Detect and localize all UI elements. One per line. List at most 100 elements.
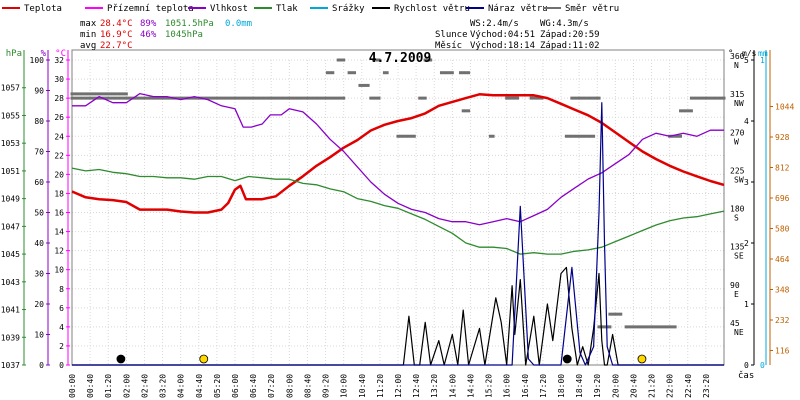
wind-direction-point <box>396 134 400 138</box>
x-tick-label: 15:20 <box>485 374 494 398</box>
wind-direction-point <box>689 96 693 100</box>
wind-direction-point <box>78 92 82 96</box>
wind-direction-point <box>589 134 593 138</box>
wind-direction-point <box>247 96 251 100</box>
x-tick-label: 18:40 <box>575 374 584 398</box>
direction-tick-dir: NE <box>734 328 744 337</box>
wind-direction-point <box>132 96 136 100</box>
wind-direction-point <box>448 71 452 75</box>
x-tick-label: 08:40 <box>303 374 312 398</box>
wind-direction-point <box>116 96 120 100</box>
wind-direction-point <box>673 325 677 329</box>
wind-direction-point <box>510 96 514 100</box>
wind-direction-point <box>429 58 433 62</box>
celsius-axis-tick-label: 12 <box>54 247 64 256</box>
wind-direction-point <box>535 96 539 100</box>
wind-axis-unit: m/s <box>742 49 757 58</box>
wind-direction-point <box>331 71 335 75</box>
direction-tick-label: 315 <box>730 90 745 99</box>
wind-direction-point <box>573 134 577 138</box>
wind-direction-point <box>423 58 427 62</box>
wind-direction-point <box>439 71 443 75</box>
percent-axis-tick-label: 90 <box>34 87 44 96</box>
wind-direction-point <box>105 92 109 96</box>
x-tick-label: 07:20 <box>267 374 276 398</box>
direction-tick-label: 180 <box>730 205 745 214</box>
wind-direction-point <box>350 71 354 75</box>
wind-direction-point <box>660 325 664 329</box>
celsius-axis-tick-label: 16 <box>54 209 64 218</box>
wind-direction-point <box>711 96 715 100</box>
wind-direction-point <box>374 96 378 100</box>
legend: Teplota Přízemní teplota Vlhkost Tlak Srážky… <box>2 4 619 14</box>
direction-tick-dir: W <box>734 137 739 146</box>
celsius-axis-tick-label: 30 <box>54 75 64 84</box>
percent-axis-tick-label: 50 <box>34 209 44 218</box>
x-tick-label: 11:20 <box>376 374 385 398</box>
wind-direction-point <box>75 92 79 96</box>
wind-direction-point <box>236 96 240 100</box>
wind-direction-point <box>464 71 468 75</box>
wind-direction-point <box>399 134 403 138</box>
wind-direction-point <box>407 134 411 138</box>
wind-direction-point <box>130 96 134 100</box>
wind-direction-point <box>385 71 389 75</box>
percent-axis-tick-label: 60 <box>34 178 44 187</box>
celsius-axis-tick-label: 10 <box>54 266 64 275</box>
wind-direction-point <box>179 96 183 100</box>
wind-direction-point <box>263 96 267 100</box>
celsius-axis-tick-label: 4 <box>59 323 64 332</box>
wind-direction-point <box>353 71 357 75</box>
rain-axis-unit: mm <box>758 49 768 58</box>
wind-direction-point <box>119 96 123 100</box>
wind-direction-point <box>602 325 606 329</box>
wind-gust-avg: WG:4.3m/s <box>540 19 589 29</box>
celsius-axis-tick-label: 20 <box>54 170 64 179</box>
wind-direction-point <box>592 96 596 100</box>
wind-direction-point <box>89 92 93 96</box>
hpa-axis-tick-label: 1049 <box>1 195 20 204</box>
chart-title: 4.7.2009 <box>369 51 432 66</box>
x-tick-label: 08:00 <box>285 374 294 398</box>
wind-direction-point <box>138 96 142 100</box>
x-tick-label: 06:00 <box>231 374 240 398</box>
stats-avg-temp: 22.7°C <box>100 41 133 51</box>
percent-axis-tick-label: 30 <box>34 270 44 279</box>
wind-direction-point <box>279 96 283 100</box>
wind-direction-point <box>103 92 107 96</box>
x-axis-label: čas <box>738 370 754 381</box>
direction-tick-label: 270 <box>730 128 745 137</box>
wind-direction-point <box>295 96 299 100</box>
sunrise-marker <box>199 354 209 364</box>
x-tick-label: 04:40 <box>195 374 204 398</box>
wind-direction-point <box>73 96 77 100</box>
wind-direction-point <box>230 96 234 100</box>
wind-direction-point <box>703 96 707 100</box>
wind-direction-point <box>282 96 286 100</box>
wind_speed-line <box>72 266 724 366</box>
humidity-line <box>72 92 724 226</box>
x-tick-label: 19:20 <box>593 374 602 398</box>
wind-direction-point <box>668 325 672 329</box>
astro-block: WS:2.4m/s WG:4.3m/s Slunce Východ:04:51 … <box>435 19 600 51</box>
legend-label-wind_direction: Směr větru <box>565 4 619 14</box>
wind-direction-point <box>513 96 517 100</box>
rain-rate-tick-label: 580 <box>775 225 790 234</box>
wind-direction-point <box>320 96 324 100</box>
x-tick-label: 01:20 <box>104 374 113 398</box>
x-tick-label: 21:20 <box>648 374 657 398</box>
wind-direction-point <box>458 71 462 75</box>
wind-direction-point <box>154 96 158 100</box>
wind-direction-point <box>192 96 196 100</box>
x-tick-label: 18:00 <box>557 374 566 398</box>
stats-min-temp: 16.9°C <box>100 30 133 40</box>
wind-direction-point <box>70 92 74 96</box>
wind-direction-point <box>638 325 642 329</box>
wind-direction-point <box>583 134 587 138</box>
x-tick-label: 16:40 <box>521 374 530 398</box>
wind-direction-point <box>190 96 194 100</box>
x-tick-label: 10:00 <box>340 374 349 398</box>
stats-min-label: min <box>80 30 96 40</box>
x-tick-label: 09:20 <box>322 374 331 398</box>
wind-direction-point <box>86 96 90 100</box>
